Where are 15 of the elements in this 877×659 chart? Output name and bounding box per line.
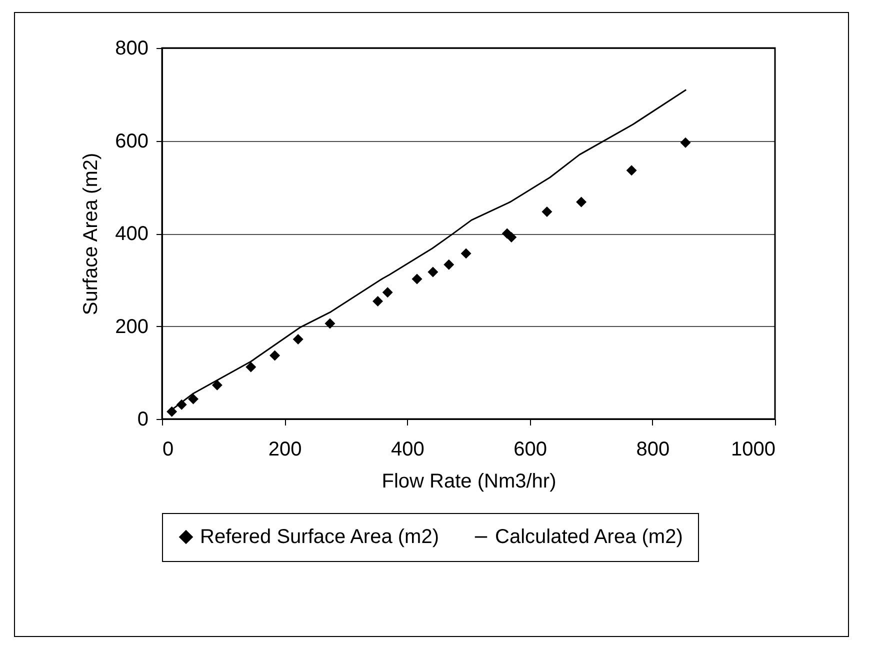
x-tick-label: 400 — [391, 438, 424, 460]
y-axis-title: Surface Area (m2) — [80, 152, 102, 316]
legend-label: Calculated Area (m2) — [495, 526, 683, 548]
y-tick-label: 600 — [115, 130, 148, 152]
x-tick-label: 1000 — [731, 438, 776, 460]
x-tick-label: 600 — [514, 438, 547, 460]
y-tick-label: 800 — [115, 38, 148, 60]
x-tick-label: 0 — [162, 438, 174, 460]
x-tick-label: 800 — [636, 438, 670, 460]
x-tick-label: 200 — [268, 438, 302, 460]
legend-label: Refered Surface Area (m2) — [200, 526, 439, 548]
y-tick-label: 400 — [115, 223, 148, 245]
y-tick-label: 0 — [137, 408, 148, 430]
x-axis-title: Flow Rate (Nm3/hr) — [382, 470, 556, 492]
y-tick-label: 200 — [115, 316, 148, 338]
